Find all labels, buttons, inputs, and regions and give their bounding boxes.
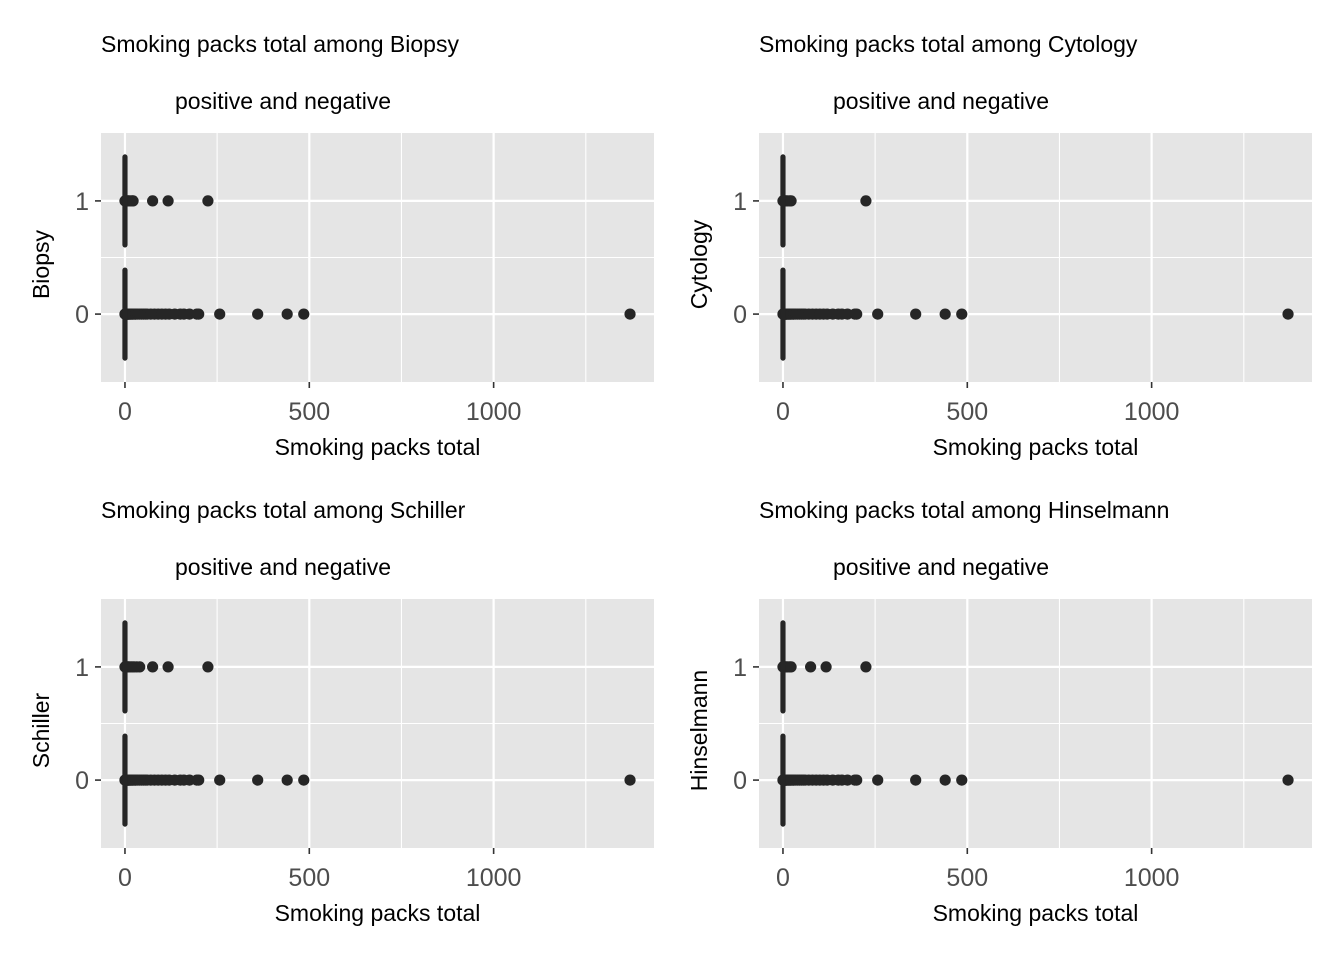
x-tick-label: 500 — [288, 398, 330, 426]
x-axis-title: Smoking packs total — [275, 434, 481, 460]
x-tick-label: 0 — [118, 864, 132, 892]
data-point — [202, 195, 214, 207]
data-point — [214, 774, 226, 786]
data-point — [281, 774, 293, 786]
data-point — [860, 195, 872, 207]
data-point — [202, 661, 214, 673]
y-tick-label: 0 — [733, 301, 747, 329]
data-point — [910, 308, 922, 320]
y-tick-label: 1 — [75, 188, 89, 216]
data-point — [872, 774, 884, 786]
data-point — [127, 195, 139, 207]
series-y1 — [777, 620, 872, 714]
y-tick-label: 0 — [733, 767, 747, 795]
series-y0 — [119, 733, 636, 827]
data-point — [1282, 308, 1294, 320]
y-axis-title: Cytology — [686, 219, 712, 309]
y-tick-label: 1 — [733, 654, 747, 682]
panel-title: Smoking packs total among Schiller — [101, 497, 466, 523]
series-y0 — [777, 733, 1294, 827]
data-point — [252, 774, 264, 786]
x-tick-label: 0 — [776, 398, 790, 426]
data-point — [1282, 774, 1294, 786]
series-y0 — [119, 267, 636, 361]
y-tick-label: 0 — [75, 301, 89, 329]
data-point — [134, 661, 146, 673]
x-tick-label: 1000 — [466, 398, 522, 426]
data-point — [820, 661, 832, 673]
x-tick-label: 0 — [118, 398, 132, 426]
data-point — [298, 774, 310, 786]
x-axis-title: Smoking packs total — [933, 434, 1139, 460]
panel-subtitle: positive and negative — [833, 554, 1049, 580]
data-point — [910, 774, 922, 786]
series-y1 — [777, 154, 872, 248]
x-tick-label: 1000 — [1124, 398, 1180, 426]
data-point — [860, 661, 872, 673]
data-point — [851, 774, 863, 786]
data-point — [956, 308, 968, 320]
y-axis-title: Hinselmann — [686, 670, 712, 791]
x-tick-label: 1000 — [466, 864, 522, 892]
x-axis-title: Smoking packs total — [933, 900, 1139, 926]
data-point — [805, 661, 817, 673]
panel-hinselmann: Smoking packs total among Hinselmann posi… — [686, 497, 1312, 926]
data-point — [252, 308, 264, 320]
panel-biopsy: Smoking packs total among Biopsy positive… — [28, 31, 654, 460]
data-point — [624, 308, 636, 320]
panel-title: Smoking packs total among Hinselmann — [759, 497, 1169, 523]
x-tick-label: 500 — [946, 864, 988, 892]
y-axis-title: Biopsy — [28, 229, 54, 299]
data-point — [193, 774, 205, 786]
series-y1 — [119, 620, 214, 714]
panel-subtitle: positive and negative — [175, 88, 391, 114]
x-tick-label: 0 — [776, 864, 790, 892]
data-point — [939, 774, 951, 786]
panel-title: Smoking packs total among Cytology — [759, 31, 1138, 57]
x-tick-label: 500 — [288, 864, 330, 892]
data-point — [147, 661, 159, 673]
data-point — [281, 308, 293, 320]
x-tick-label: 1000 — [1124, 864, 1180, 892]
data-point — [147, 195, 159, 207]
data-point — [785, 661, 797, 673]
panel-schiller: Smoking packs total among Schiller positi… — [28, 497, 654, 926]
data-point — [162, 661, 174, 673]
data-point — [298, 308, 310, 320]
panel-subtitle: positive and negative — [833, 88, 1049, 114]
panel-cytology: Smoking packs total among Cytology positi… — [686, 31, 1312, 460]
data-point — [785, 195, 797, 207]
y-axis-title: Schiller — [28, 692, 54, 768]
data-point — [851, 308, 863, 320]
panel-title: Smoking packs total among Biopsy — [101, 31, 459, 57]
data-point — [872, 308, 884, 320]
data-point — [956, 774, 968, 786]
data-point — [939, 308, 951, 320]
x-axis-title: Smoking packs total — [275, 900, 481, 926]
x-tick-label: 500 — [946, 398, 988, 426]
data-point — [193, 308, 205, 320]
data-point — [624, 774, 636, 786]
data-point — [162, 195, 174, 207]
series-y0 — [777, 267, 1294, 361]
panel-subtitle: positive and negative — [175, 554, 391, 580]
y-tick-label: 0 — [75, 767, 89, 795]
series-y1 — [119, 154, 214, 248]
y-tick-label: 1 — [75, 654, 89, 682]
data-point — [214, 308, 226, 320]
y-tick-label: 1 — [733, 188, 747, 216]
